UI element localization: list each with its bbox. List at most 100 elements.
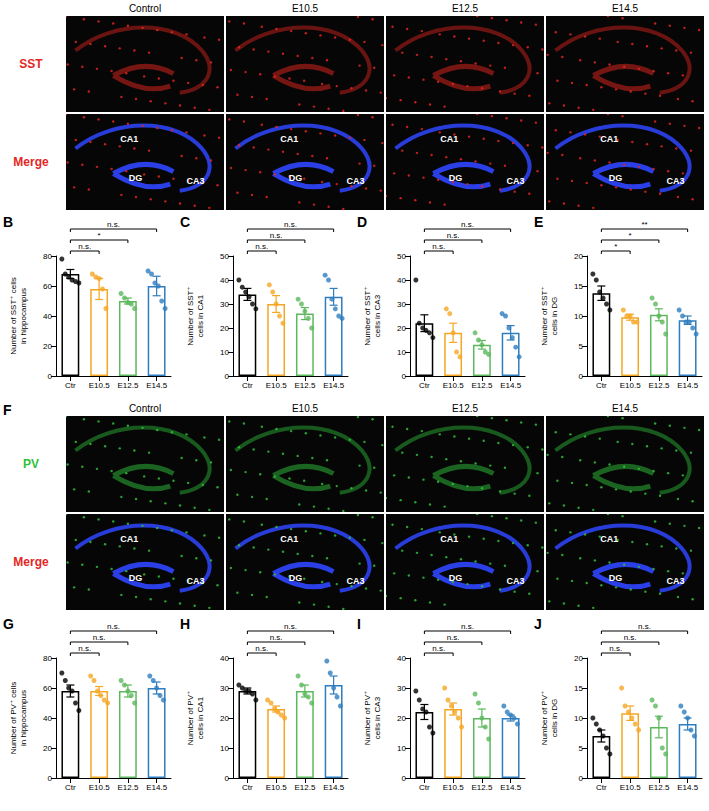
svg-text:0: 0 bbox=[402, 372, 407, 381]
svg-text:40: 40 bbox=[43, 714, 52, 723]
svg-text:10: 10 bbox=[397, 744, 406, 753]
svg-text:CA1: CA1 bbox=[120, 534, 138, 544]
svg-text:E10.5: E10.5 bbox=[620, 783, 641, 792]
svg-text:Number of PV⁺: Number of PV⁺ bbox=[363, 691, 372, 745]
svg-text:DG: DG bbox=[129, 173, 143, 183]
svg-text:CA1: CA1 bbox=[280, 134, 298, 144]
svg-text:Number of PV⁺: Number of PV⁺ bbox=[540, 691, 549, 745]
svg-text:0: 0 bbox=[402, 774, 407, 783]
svg-text:n.s.: n.s. bbox=[270, 231, 283, 240]
svg-text:DG: DG bbox=[129, 573, 143, 583]
svg-text:E12.5: E12.5 bbox=[648, 783, 669, 792]
svg-text:n.s.: n.s. bbox=[609, 644, 622, 653]
svg-text:n.s.: n.s. bbox=[93, 633, 106, 642]
svg-text:cells in DG: cells in DG bbox=[550, 699, 559, 738]
svg-text:E14.5: E14.5 bbox=[677, 783, 698, 792]
svg-text:CA1: CA1 bbox=[440, 134, 458, 144]
svg-text:20: 20 bbox=[397, 714, 406, 723]
svg-text:DG: DG bbox=[289, 173, 303, 183]
svg-text:40: 40 bbox=[397, 276, 406, 285]
svg-text:E12.5: E12.5 bbox=[294, 783, 315, 792]
svg-text:10: 10 bbox=[574, 714, 583, 723]
svg-text:n.s.: n.s. bbox=[432, 242, 445, 251]
svg-text:CA3: CA3 bbox=[667, 176, 685, 186]
svg-text:E10.5: E10.5 bbox=[266, 381, 287, 390]
svg-text:50: 50 bbox=[220, 252, 229, 261]
svg-text:E14.5: E14.5 bbox=[323, 783, 344, 792]
svg-text:0: 0 bbox=[225, 774, 230, 783]
svg-text:10: 10 bbox=[220, 744, 229, 753]
svg-text:0: 0 bbox=[579, 774, 584, 783]
svg-text:E10.5: E10.5 bbox=[620, 381, 641, 390]
svg-text:*: * bbox=[614, 242, 617, 251]
svg-text:E10.5: E10.5 bbox=[443, 783, 464, 792]
svg-text:20: 20 bbox=[574, 654, 583, 663]
svg-text:Ctr: Ctr bbox=[65, 783, 76, 792]
svg-text:40: 40 bbox=[43, 312, 52, 321]
svg-text:Number of SST⁺: Number of SST⁺ bbox=[186, 286, 195, 345]
svg-text:15: 15 bbox=[574, 684, 583, 693]
svg-text:E10.5: E10.5 bbox=[89, 381, 110, 390]
svg-text:Number of PV⁺ cells: Number of PV⁺ cells bbox=[9, 682, 18, 755]
svg-text:10: 10 bbox=[397, 348, 406, 357]
svg-text:E12.5: E12.5 bbox=[294, 381, 315, 390]
svg-text:n.s.: n.s. bbox=[447, 633, 460, 642]
svg-text:Ctr: Ctr bbox=[65, 381, 76, 390]
svg-text:10: 10 bbox=[574, 312, 583, 321]
svg-text:20: 20 bbox=[397, 324, 406, 333]
svg-text:0: 0 bbox=[579, 372, 584, 381]
svg-text:cells in DG: cells in DG bbox=[550, 297, 559, 336]
svg-text:Ctr: Ctr bbox=[596, 381, 607, 390]
svg-text:Ctr: Ctr bbox=[242, 381, 253, 390]
svg-text:0: 0 bbox=[48, 372, 53, 381]
svg-text:40: 40 bbox=[220, 276, 229, 285]
svg-text:E12.5: E12.5 bbox=[117, 783, 138, 792]
svg-text:CA1: CA1 bbox=[600, 534, 618, 544]
svg-text:80: 80 bbox=[43, 252, 52, 261]
svg-text:cells in CA1: cells in CA1 bbox=[196, 696, 205, 739]
svg-text:n.s.: n.s. bbox=[284, 622, 297, 631]
svg-text:E12.5: E12.5 bbox=[648, 381, 669, 390]
svg-text:E10.5: E10.5 bbox=[443, 381, 464, 390]
svg-text:10: 10 bbox=[220, 348, 229, 357]
svg-text:E14.5: E14.5 bbox=[500, 783, 521, 792]
svg-text:CA3: CA3 bbox=[507, 176, 525, 186]
svg-text:CA3: CA3 bbox=[347, 576, 365, 586]
svg-text:40: 40 bbox=[220, 654, 229, 663]
svg-text:CA3: CA3 bbox=[187, 576, 205, 586]
svg-text:15: 15 bbox=[574, 282, 583, 291]
svg-text:cells in CA1: cells in CA1 bbox=[196, 294, 205, 337]
svg-text:Number of PV⁺: Number of PV⁺ bbox=[186, 691, 195, 745]
svg-text:n.s.: n.s. bbox=[255, 644, 268, 653]
svg-text:30: 30 bbox=[397, 684, 406, 693]
svg-text:E14.5: E14.5 bbox=[500, 381, 521, 390]
svg-text:CA3: CA3 bbox=[667, 576, 685, 586]
svg-text:5: 5 bbox=[579, 744, 584, 753]
svg-text:CA1: CA1 bbox=[600, 134, 618, 144]
svg-text:*: * bbox=[98, 231, 101, 240]
svg-text:in hippocampus: in hippocampus bbox=[19, 690, 28, 746]
svg-text:DG: DG bbox=[609, 173, 623, 183]
svg-text:E12.5: E12.5 bbox=[471, 381, 492, 390]
svg-text:n.s.: n.s. bbox=[624, 633, 637, 642]
svg-text:E14.5: E14.5 bbox=[146, 783, 167, 792]
svg-text:E14.5: E14.5 bbox=[323, 381, 344, 390]
svg-text:DG: DG bbox=[289, 573, 303, 583]
svg-text:E10.5: E10.5 bbox=[89, 783, 110, 792]
svg-text:Number of SST⁺: Number of SST⁺ bbox=[540, 286, 549, 345]
svg-text:Ctr: Ctr bbox=[242, 783, 253, 792]
svg-text:50: 50 bbox=[397, 252, 406, 261]
svg-text:CA1: CA1 bbox=[440, 534, 458, 544]
svg-text:30: 30 bbox=[220, 684, 229, 693]
svg-text:n.s.: n.s. bbox=[447, 231, 460, 240]
svg-text:Number of SST⁺: Number of SST⁺ bbox=[363, 286, 372, 345]
svg-text:CA1: CA1 bbox=[280, 534, 298, 544]
svg-text:CA3: CA3 bbox=[507, 576, 525, 586]
svg-text:CA3: CA3 bbox=[187, 176, 205, 186]
svg-text:n.s.: n.s. bbox=[107, 622, 120, 631]
svg-text:n.s.: n.s. bbox=[78, 644, 91, 653]
svg-text:n.s.: n.s. bbox=[638, 622, 651, 631]
svg-text:Ctr: Ctr bbox=[419, 381, 430, 390]
svg-text:*: * bbox=[629, 231, 632, 240]
svg-text:E12.5: E12.5 bbox=[117, 381, 138, 390]
